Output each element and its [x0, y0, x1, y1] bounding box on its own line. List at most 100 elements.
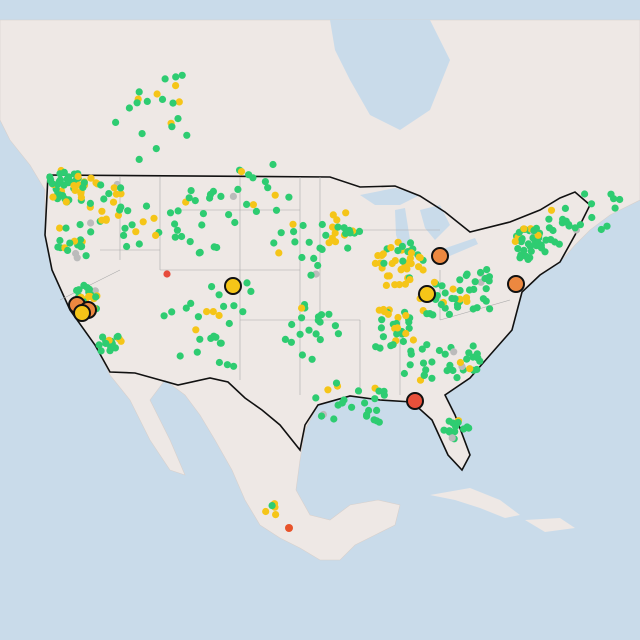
- station[interactable]: [171, 220, 179, 228]
- station[interactable]: [239, 308, 247, 316]
- station[interactable]: [441, 289, 449, 297]
- station[interactable]: [448, 434, 456, 442]
- station[interactable]: [199, 210, 207, 218]
- station[interactable]: [397, 266, 405, 274]
- station[interactable]: [344, 244, 352, 252]
- station[interactable]: [277, 229, 285, 237]
- station[interactable]: [440, 426, 448, 434]
- station[interactable]: [382, 281, 390, 289]
- highlight-station[interactable]: [224, 277, 242, 295]
- station[interactable]: [117, 184, 125, 192]
- station[interactable]: [466, 365, 474, 373]
- station[interactable]: [482, 285, 490, 293]
- station[interactable]: [407, 260, 415, 268]
- station[interactable]: [325, 310, 333, 318]
- highlight-station[interactable]: [431, 247, 449, 265]
- station[interactable]: [271, 191, 279, 199]
- station[interactable]: [187, 299, 195, 307]
- station[interactable]: [453, 374, 461, 382]
- station[interactable]: [406, 239, 415, 247]
- station[interactable]: [511, 237, 519, 245]
- station[interactable]: [210, 332, 218, 340]
- station[interactable]: [296, 330, 304, 338]
- station[interactable]: [393, 324, 402, 332]
- station[interactable]: [175, 98, 183, 106]
- station[interactable]: [142, 202, 151, 210]
- station[interactable]: [110, 184, 118, 192]
- station[interactable]: [428, 374, 436, 382]
- station[interactable]: [616, 195, 624, 204]
- station[interactable]: [406, 276, 414, 284]
- station[interactable]: [445, 310, 453, 318]
- station[interactable]: [402, 312, 410, 320]
- station[interactable]: [298, 304, 306, 312]
- station[interactable]: [318, 245, 326, 253]
- station[interactable]: [185, 194, 193, 202]
- station[interactable]: [264, 184, 272, 192]
- station[interactable]: [290, 228, 298, 236]
- station[interactable]: [62, 198, 70, 206]
- station[interactable]: [230, 302, 238, 310]
- station[interactable]: [95, 341, 103, 349]
- station[interactable]: [471, 278, 479, 286]
- station[interactable]: [99, 333, 107, 341]
- station[interactable]: [469, 353, 477, 361]
- station[interactable]: [231, 218, 239, 227]
- station[interactable]: [168, 308, 176, 316]
- station[interactable]: [56, 236, 64, 245]
- station[interactable]: [73, 254, 81, 262]
- station[interactable]: [123, 242, 131, 251]
- station[interactable]: [333, 216, 341, 224]
- station[interactable]: [298, 351, 306, 359]
- station[interactable]: [49, 193, 57, 201]
- station[interactable]: [355, 227, 364, 235]
- station[interactable]: [587, 200, 596, 208]
- station[interactable]: [342, 209, 350, 217]
- station[interactable]: [288, 320, 296, 329]
- station[interactable]: [516, 254, 524, 262]
- station[interactable]: [398, 242, 406, 250]
- station[interactable]: [98, 216, 106, 224]
- station[interactable]: [158, 95, 167, 103]
- station[interactable]: [138, 130, 146, 138]
- station[interactable]: [377, 324, 385, 332]
- station[interactable]: [124, 207, 132, 215]
- station[interactable]: [143, 97, 151, 105]
- station[interactable]: [418, 345, 426, 353]
- station[interactable]: [545, 215, 553, 223]
- station[interactable]: [407, 249, 415, 257]
- station[interactable]: [534, 231, 542, 239]
- station[interactable]: [419, 266, 427, 274]
- station[interactable]: [454, 303, 462, 311]
- station[interactable]: [128, 221, 136, 229]
- station[interactable]: [87, 174, 95, 182]
- station[interactable]: [262, 507, 270, 516]
- station[interactable]: [150, 214, 158, 222]
- station[interactable]: [545, 224, 554, 232]
- station[interactable]: [463, 423, 471, 431]
- station[interactable]: [114, 332, 122, 340]
- station[interactable]: [203, 308, 211, 316]
- station[interactable]: [121, 224, 129, 232]
- station[interactable]: [171, 233, 179, 241]
- station[interactable]: [430, 278, 438, 286]
- highlight-station[interactable]: [406, 392, 424, 410]
- station[interactable]: [223, 361, 231, 369]
- station[interactable]: [520, 225, 528, 233]
- station[interactable]: [561, 204, 570, 212]
- station[interactable]: [252, 207, 260, 215]
- station[interactable]: [174, 207, 182, 215]
- station[interactable]: [317, 412, 326, 420]
- station[interactable]: [375, 418, 383, 426]
- station[interactable]: [225, 211, 233, 219]
- station[interactable]: [102, 339, 110, 347]
- station[interactable]: [133, 99, 141, 107]
- station[interactable]: [132, 228, 140, 236]
- station[interactable]: [365, 406, 373, 415]
- highlight-station[interactable]: [418, 285, 436, 303]
- station[interactable]: [79, 183, 87, 191]
- station[interactable]: [186, 238, 194, 246]
- station[interactable]: [217, 192, 225, 200]
- station[interactable]: [330, 415, 338, 423]
- station[interactable]: [272, 206, 281, 214]
